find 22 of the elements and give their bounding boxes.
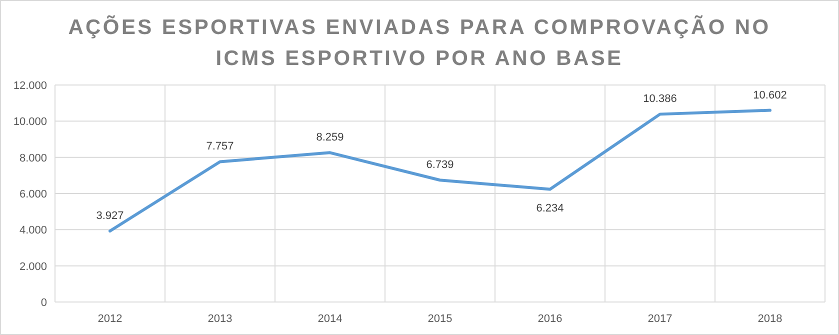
y-tick-label: 12.000 xyxy=(13,80,47,92)
x-tick-label: 2013 xyxy=(208,313,232,325)
x-tick-label: 2018 xyxy=(758,313,782,325)
data-label: 10.602 xyxy=(753,89,787,102)
x-tick-label: 2015 xyxy=(428,313,452,325)
x-tick-label: 2012 xyxy=(98,313,122,325)
data-label: 3.927 xyxy=(96,210,124,222)
y-tick-label: 2.000 xyxy=(19,260,47,273)
data-label: 6.234 xyxy=(536,202,564,214)
y-tick-label: 10.000 xyxy=(13,116,47,128)
x-tick-label: 2014 xyxy=(318,313,342,325)
data-label: 8.259 xyxy=(316,132,344,144)
x-tick-label: 2016 xyxy=(538,313,562,325)
data-label: 10.386 xyxy=(643,93,677,106)
data-label: 7.757 xyxy=(206,140,234,153)
chart-title: AÇÕES ESPORTIVAS ENVIADAS PARA COMPROVAÇÃO NO ICMS ESPORTIVO POR ANO BASE xyxy=(68,15,771,70)
data-label: 6.739 xyxy=(426,159,454,172)
x-tick-label: 2017 xyxy=(648,313,672,325)
y-tick-label: 8.000 xyxy=(19,152,47,164)
y-tick-label: 4.000 xyxy=(19,224,47,237)
y-tick-label: 0 xyxy=(40,297,47,309)
y-tick-label: 6.000 xyxy=(19,188,47,200)
